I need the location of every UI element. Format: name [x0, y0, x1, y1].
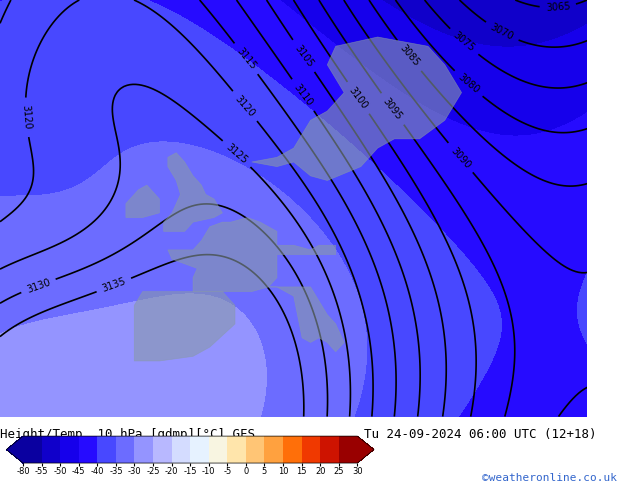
- Text: 3120: 3120: [20, 105, 32, 130]
- PathPatch shape: [6, 436, 23, 463]
- Text: 3115: 3115: [235, 46, 258, 72]
- Polygon shape: [134, 292, 235, 361]
- Text: ©weatheronline.co.uk: ©weatheronline.co.uk: [482, 473, 617, 483]
- Polygon shape: [126, 185, 159, 218]
- Text: Height/Temp. 10 hPa [gdmp][°C] GFS: Height/Temp. 10 hPa [gdmp][°C] GFS: [0, 427, 255, 441]
- Text: 3125: 3125: [224, 142, 249, 166]
- Text: 3065: 3065: [545, 1, 571, 13]
- PathPatch shape: [358, 436, 374, 463]
- Text: 3120: 3120: [233, 94, 257, 119]
- Text: 3070: 3070: [489, 22, 515, 42]
- Polygon shape: [252, 37, 462, 180]
- Text: 3100: 3100: [347, 85, 370, 111]
- Polygon shape: [269, 287, 344, 352]
- Text: Tu 24-09-2024 06:00 UTC (12+18): Tu 24-09-2024 06:00 UTC (12+18): [364, 427, 597, 441]
- Text: 3095: 3095: [381, 96, 404, 122]
- Polygon shape: [164, 153, 223, 231]
- Text: 3105: 3105: [292, 43, 315, 69]
- Text: 3135: 3135: [101, 276, 127, 294]
- Text: 3085: 3085: [398, 43, 421, 69]
- Text: 3080: 3080: [456, 72, 481, 96]
- Text: 3090: 3090: [449, 145, 472, 170]
- Text: 3110: 3110: [292, 82, 314, 108]
- Polygon shape: [168, 218, 335, 292]
- Text: 3130: 3130: [25, 277, 51, 294]
- Text: 3075: 3075: [451, 30, 477, 54]
